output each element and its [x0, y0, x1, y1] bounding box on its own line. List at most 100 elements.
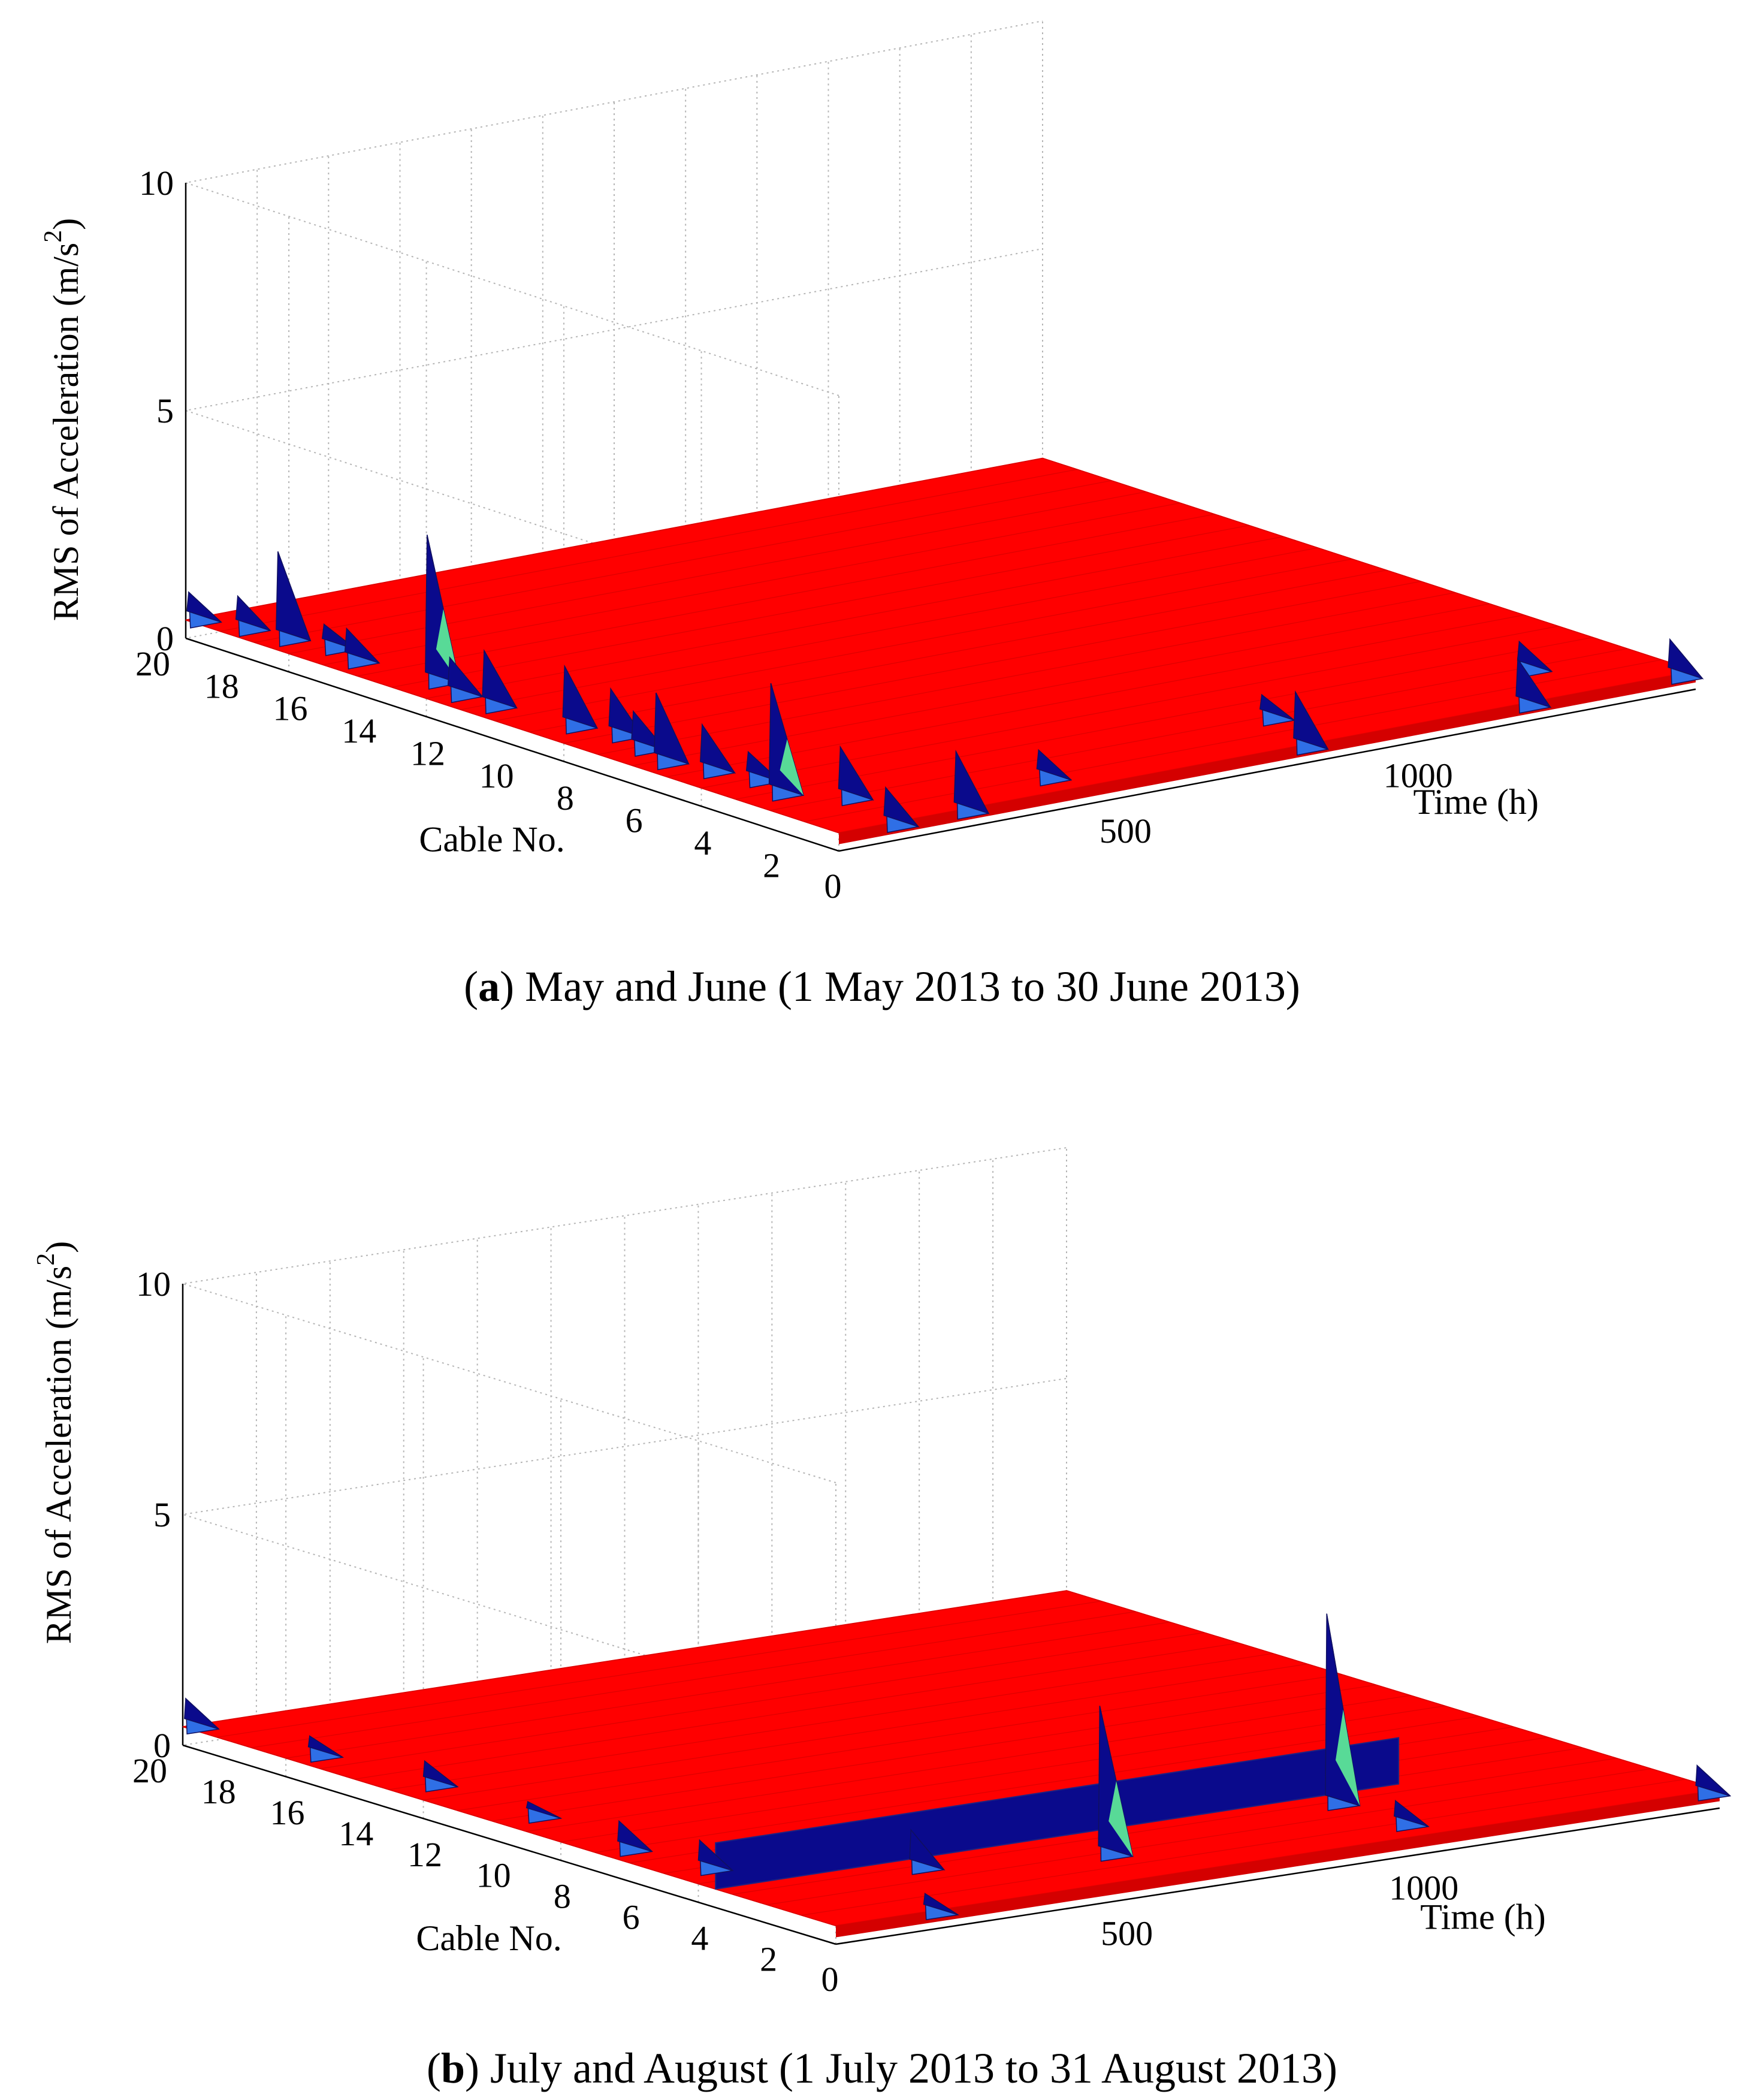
time-tick-label: 0: [824, 867, 842, 906]
mesh-line: [732, 1758, 1617, 1895]
cable-tick-label: 20: [135, 644, 170, 683]
cable-tick-label: 10: [479, 756, 514, 795]
peak-face-dark: [344, 627, 380, 664]
mesh-line: [460, 547, 1318, 710]
peak-face-dark: [276, 551, 312, 642]
surface-sheet: [182, 1590, 1720, 1927]
cable-tick-label: 18: [204, 666, 239, 705]
mesh-line: [220, 469, 1077, 632]
cable-tick-label: 6: [623, 1898, 640, 1937]
peak-face-dark: [562, 664, 599, 729]
rms-axis-title-text: RMS of Acceleration (m/s: [46, 243, 86, 621]
peak-face-dark: [235, 595, 271, 631]
rms-tick-label: 5: [153, 1495, 171, 1534]
rms-tick-label: 10: [136, 1265, 171, 1304]
chart-panel-b: 0 5 10 20 18 16 14 12 10 8 6 4 2 0 500 1000 Cable No. Tim…: [0, 1050, 1764, 2100]
mesh-line: [560, 1705, 1445, 1843]
peak-markers: [186, 535, 1704, 833]
cable-axis-line: [182, 1744, 836, 1945]
cable-tick-label: 14: [342, 711, 376, 750]
mesh-line: [354, 1642, 1239, 1780]
cable-tick-label: 2: [760, 1940, 777, 1979]
z-gridline: [182, 1378, 1067, 1714]
cable-tick-label: 12: [407, 1835, 442, 1874]
cable-tick-label: 6: [626, 801, 643, 840]
peak-face-dark: [447, 656, 484, 698]
mesh-line: [426, 536, 1283, 699]
peak-face-dark: [1036, 749, 1072, 781]
surface-edge: [836, 1790, 1720, 1938]
peak-face-dark: [883, 786, 920, 828]
cable-tick-label: 18: [201, 1772, 236, 1811]
caption-text: ) May and June (1 May 2013 to 30 June 20…: [500, 962, 1300, 1010]
peak-face-dark: [1259, 693, 1295, 721]
mesh-line: [598, 592, 1455, 755]
cable-tick-label: 12: [410, 734, 445, 773]
caption-b: (b) July and August (1 July 2013 to 31 A…: [426, 2044, 1338, 2092]
cable-tick-label: 8: [554, 1877, 571, 1916]
mesh-line: [323, 502, 1180, 665]
time-axis-line: [835, 1807, 1720, 1945]
peak-highlight: [1108, 1781, 1133, 1857]
peak-face-dark: [307, 1735, 343, 1758]
time-tick-label: 0: [821, 1960, 839, 1999]
rms-axis-title-sup: 2: [40, 230, 67, 243]
peak-face-dark: [1517, 641, 1552, 672]
peak-face-dark: [1515, 657, 1552, 708]
rms-axis-title-sup: 2: [32, 1253, 60, 1266]
mesh-line: [457, 1674, 1342, 1811]
peak-face-dark: [953, 750, 990, 814]
peak-face-dark: [422, 1760, 458, 1788]
mesh-line: [357, 514, 1215, 677]
mesh-line: [529, 569, 1387, 733]
peak-face-dark: [700, 723, 736, 774]
peak-face-dark: [1668, 638, 1704, 680]
mesh-line: [251, 1611, 1135, 1748]
rms-axis-title-text: RMS of Acceleration (m/s: [39, 1266, 78, 1645]
cable-axis-title: Cable No.: [416, 1918, 561, 1958]
peak-face-dark: [923, 1893, 959, 1915]
cable-tick-label: 14: [339, 1814, 373, 1853]
mesh-line: [492, 1684, 1376, 1822]
surface-sheet: [185, 457, 1696, 834]
time-tick-label: 500: [1100, 811, 1152, 850]
surface-edge: [839, 671, 1696, 844]
peak-face-dark: [1695, 1764, 1731, 1797]
cable-axis-line: [185, 637, 839, 852]
cable-tick-label: 16: [273, 689, 307, 728]
caption-a: (a) May and June (1 May 2013 to 30 June …: [464, 962, 1300, 1010]
peak-face-dark: [654, 692, 690, 765]
mesh-line: [320, 1632, 1204, 1769]
time-axis-title: Time (h): [1420, 1897, 1545, 1937]
time-axis-line: [838, 688, 1696, 852]
cable-tick-label: 4: [694, 823, 711, 862]
peak-face-dark: [617, 1820, 653, 1852]
cable-tick-label: 10: [476, 1856, 511, 1895]
peak-face-dark: [697, 1839, 733, 1872]
mesh-line: [217, 1601, 1101, 1738]
cable-tick-label: 16: [270, 1793, 304, 1832]
cable-axis-title: Cable No.: [419, 820, 564, 859]
peak-face-dark: [525, 1801, 561, 1819]
mesh-line: [389, 1653, 1273, 1790]
peak-face-dark: [1293, 690, 1329, 750]
time-tick-label: 1000: [1389, 1868, 1458, 1907]
rms-axis-title: RMS of Acceleration (m/s2): [32, 1241, 78, 1645]
rms-tick-label: 0: [156, 619, 174, 658]
rms-tick-label: 10: [139, 164, 174, 203]
mesh-line: [735, 636, 1593, 800]
peak-face-dark: [184, 1697, 219, 1730]
mesh-line: [423, 1663, 1307, 1801]
mesh-line: [563, 581, 1421, 744]
rms-tick-label: 0: [153, 1726, 171, 1765]
caption-letter: a: [478, 962, 500, 1010]
mesh-line: [286, 1622, 1170, 1759]
chart-panel-a: 0 5 10 20 18 16 14 12 10 8 6 4 2 0 500 1000 Cable No. Tim…: [40, 20, 1704, 1010]
cable-tick-label: 20: [132, 1751, 167, 1790]
peak-face-dark: [186, 591, 222, 623]
peak-markers: [184, 1613, 1732, 1920]
caption-letter: b: [440, 2044, 465, 2092]
cable-tick-label: 8: [557, 779, 574, 817]
